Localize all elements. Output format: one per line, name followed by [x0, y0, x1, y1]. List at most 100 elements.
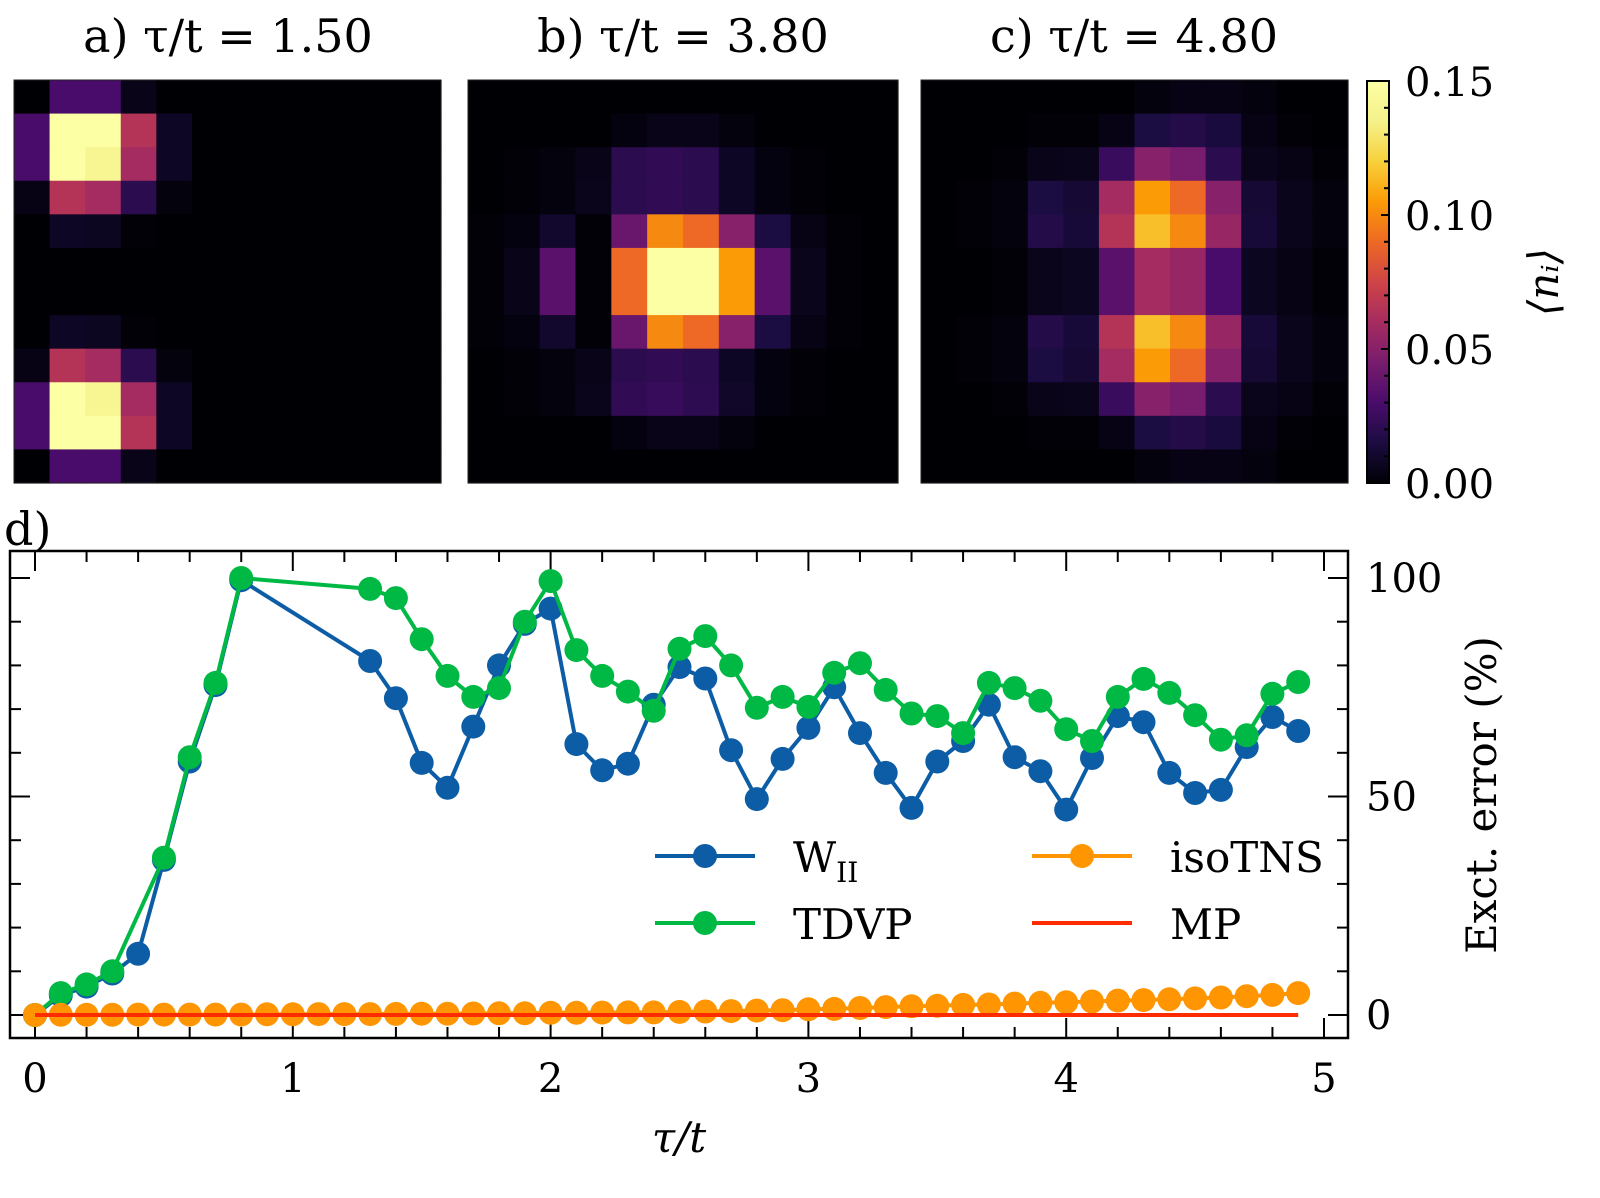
heatmap-cell: [1312, 281, 1349, 316]
heatmap-cell: [120, 80, 157, 115]
heatmap-cell: [120, 415, 157, 451]
heatmap-cell: [790, 180, 827, 215]
heatmap-cell: [754, 180, 792, 215]
heatmap-cell: [1134, 315, 1171, 350]
heatmap-cell: [156, 315, 193, 350]
heatmap-cell: [790, 382, 827, 417]
data-point: [435, 775, 460, 800]
heatmap-cell: [956, 382, 993, 417]
heatmap-cell: [334, 281, 371, 316]
heatmap-cell: [1205, 180, 1242, 215]
data-point: [538, 1000, 563, 1025]
heatmap-cell: [120, 449, 157, 484]
heatmap-cell: [956, 214, 993, 249]
heatmap-cell: [14, 382, 51, 417]
heatmap-cell: [263, 180, 300, 215]
heatmap-cell: [120, 180, 157, 215]
data-point: [976, 992, 1001, 1017]
data-point: [873, 760, 898, 785]
heatmap-cell: [1312, 382, 1349, 417]
heatmap-cell: [1170, 80, 1207, 115]
heatmap-cell: [1241, 113, 1278, 148]
heatmap-cell: [992, 449, 1029, 484]
heatmap-cell: [263, 80, 300, 115]
data-point: [1028, 759, 1053, 784]
data-point: [744, 695, 769, 720]
heatmap-cell: [1063, 247, 1100, 283]
heatmap-cell: [369, 113, 407, 148]
data-point: [693, 999, 718, 1024]
heatmap-cell: [683, 214, 720, 249]
heatmap-cell: [1027, 247, 1064, 283]
heatmap-cell: [754, 382, 792, 417]
heatmap-cell: [405, 80, 442, 115]
heatmap-cell: [156, 113, 193, 148]
data-point: [48, 981, 73, 1006]
heatmap-cell: [826, 415, 863, 451]
heatmap-cell: [1170, 348, 1207, 383]
heatmap-cell: [790, 281, 827, 316]
heatmap-cell: [156, 449, 193, 484]
data-point: [1183, 781, 1208, 805]
heatmap-cell: [503, 180, 541, 215]
heatmap-cell: [790, 348, 827, 383]
heatmap-cell: [718, 247, 756, 283]
heatmap-cell: [647, 281, 684, 316]
x-tick-label: 3: [796, 1056, 821, 1102]
heatmap-cell: [921, 247, 958, 283]
data-point: [770, 684, 795, 709]
heatmap-cell: [862, 382, 899, 417]
heatmap-cell: [405, 415, 442, 451]
heatmap-cell: [575, 214, 612, 249]
data-point: [564, 1000, 589, 1025]
heatmap-cell: [1241, 281, 1278, 316]
y-tick-label: 50: [1366, 775, 1417, 821]
heatmap-cell: [1170, 415, 1207, 451]
heatmap-cell: [575, 382, 612, 417]
heatmap-cell: [718, 147, 756, 182]
heatmap-cell: [1312, 147, 1349, 182]
heatmap-cell: [468, 214, 505, 249]
heatmap-cell: [539, 147, 577, 182]
heatmap-cell: [503, 147, 541, 182]
heatmap-cell: [611, 147, 648, 182]
data-point: [512, 609, 537, 634]
y-tick-label: 0: [1366, 993, 1391, 1039]
heatmap-cell: [790, 415, 827, 451]
x-tick-label: 4: [1053, 1056, 1078, 1102]
axis-ticks: [10, 551, 1348, 1038]
heatmap-cell: [539, 449, 577, 484]
heatmap-cell: [49, 315, 86, 350]
heatmap-cell: [539, 214, 577, 249]
heatmap-cell: [1312, 348, 1349, 383]
heatmap-panel-c: [920, 79, 1349, 484]
heatmap-cell: [1098, 415, 1136, 451]
heatmap-cell: [647, 147, 684, 182]
x-tick-label: 1: [280, 1056, 305, 1102]
heatmap-cell: [1098, 348, 1136, 383]
colorbar-tick-label-0.15: 0.15: [1405, 60, 1494, 106]
heatmap-cell: [1205, 147, 1242, 182]
heatmap-cell: [992, 113, 1029, 148]
data-point: [1234, 723, 1259, 748]
heatmap-cell: [956, 415, 993, 451]
heatmap-cell: [539, 113, 577, 148]
heatmap-cell: [611, 180, 648, 215]
heatmap-cell: [718, 281, 756, 316]
data-point: [641, 1000, 666, 1025]
heatmap-cell: [298, 180, 335, 215]
heatmap-cell: [191, 348, 229, 383]
heatmap-cell: [503, 382, 541, 417]
data-point: [383, 586, 408, 611]
heatmap-cell: [1312, 180, 1349, 215]
data-point: [899, 994, 924, 1019]
heatmap-cell: [754, 415, 792, 451]
heatmap-cell: [503, 113, 541, 148]
heatmap-cell: [956, 281, 993, 316]
data-point: [719, 999, 744, 1024]
heatmap-cell: [575, 147, 612, 182]
heatmap-cell: [298, 214, 335, 249]
heatmap-cell: [575, 281, 612, 316]
heatmap-cell: [647, 247, 684, 283]
data-point: [822, 660, 847, 685]
